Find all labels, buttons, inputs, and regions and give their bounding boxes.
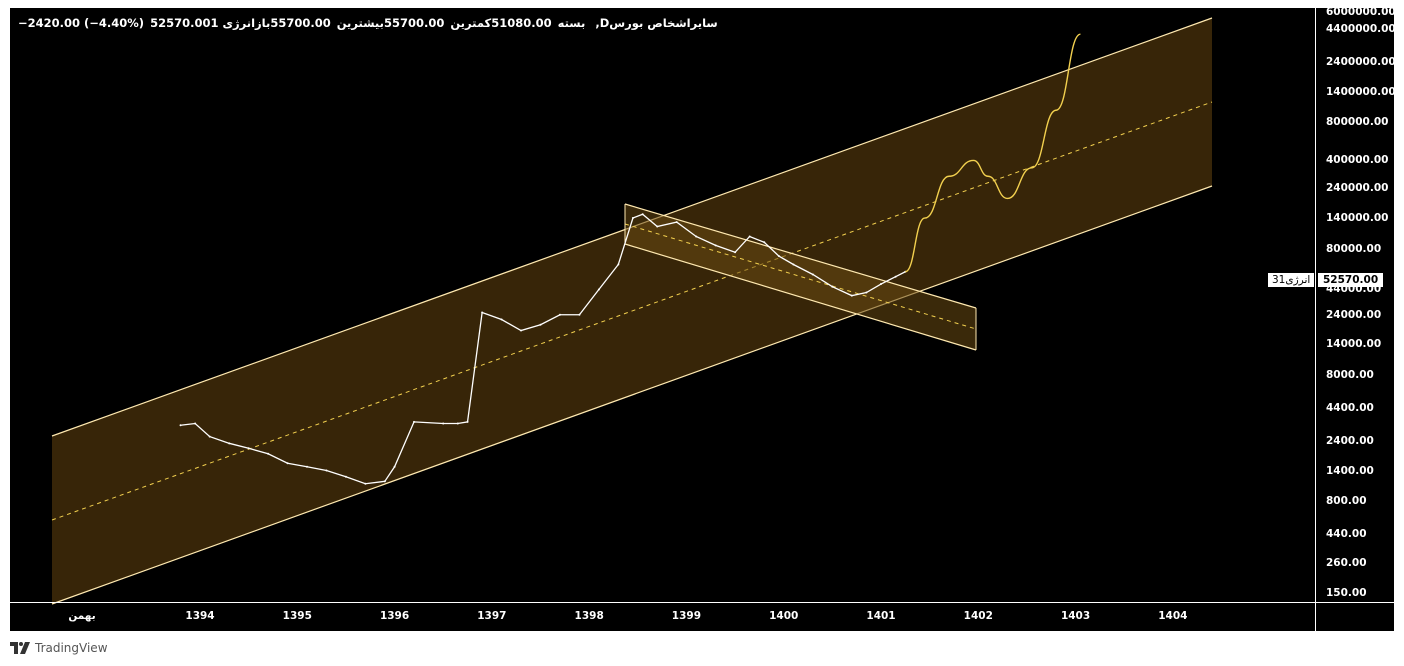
descending-channel-upper — [624, 203, 977, 309]
price-point — [520, 329, 523, 332]
price-point — [286, 462, 289, 465]
y-tick-label: 8000.00 — [1326, 368, 1374, 381]
x-tick-label: بهمن — [68, 610, 96, 622]
x-tick-label: 1394 — [185, 610, 215, 622]
channel-layer — [51, 17, 1213, 605]
price-point — [578, 313, 581, 316]
price-point — [500, 318, 503, 321]
price-point — [850, 294, 853, 297]
price-point — [675, 221, 678, 224]
price-point — [456, 422, 459, 425]
price-point — [656, 225, 659, 228]
x-tick-label: 1400 — [769, 610, 799, 622]
brand-name: TradingView — [35, 641, 108, 655]
price-point — [894, 275, 897, 278]
y-tick-label: 2400000.00 — [1326, 56, 1396, 69]
price-point — [811, 273, 814, 276]
price-point — [763, 241, 766, 244]
price-point — [228, 442, 231, 445]
y-tick-label: 1400000.00 — [1326, 85, 1396, 98]
symbol-header: −2420.00 (−4.40%) 52570.00بسته51080.00کمت… — [18, 16, 724, 30]
header-field-2: 51080.00کمترین — [450, 16, 552, 30]
price-point — [597, 288, 600, 291]
price-point — [695, 235, 698, 238]
y-tick-label: 400000.00 — [1326, 154, 1389, 167]
price-point — [792, 263, 795, 266]
price-point — [267, 452, 270, 455]
x-tick-label: 1401 — [866, 610, 896, 622]
price-point — [865, 291, 868, 294]
price-point — [208, 435, 211, 438]
y-tick-label: 800.00 — [1326, 495, 1367, 508]
price-point — [558, 313, 561, 316]
y-tick-label: 14000.00 — [1326, 338, 1382, 351]
y-tick-label: 140000.00 — [1326, 212, 1389, 225]
price-point — [880, 283, 882, 286]
price-point — [325, 469, 328, 472]
price-point — [306, 465, 309, 468]
y-tick-label: 1400.00 — [1326, 464, 1374, 477]
header-field-1: 52570.00بسته — [150, 16, 586, 30]
price-point — [442, 422, 445, 425]
y-tick-label: 80000.00 — [1326, 242, 1382, 255]
price-point — [413, 420, 416, 423]
chart-plot[interactable] — [10, 8, 1394, 631]
y-tick-label: 4400000.00 — [1326, 23, 1396, 35]
header-change: −2420.00 (−4.40%) — [18, 16, 145, 30]
price-point — [466, 420, 469, 423]
last-price-tag: 52570.00 — [1318, 273, 1384, 287]
descending-channel-lower — [624, 243, 977, 351]
price-axis-divider — [1315, 8, 1316, 631]
price-layer — [179, 213, 907, 485]
descending-channel — [625, 204, 976, 350]
y-tick-label: 6000000.00 — [1326, 6, 1396, 18]
price-point — [481, 311, 484, 314]
price-point — [734, 251, 737, 254]
tradingview-logo-icon — [10, 642, 30, 654]
price-point — [247, 447, 250, 450]
y-tick-label: 240000.00 — [1326, 182, 1389, 195]
y-tick-label: 150.00 — [1326, 587, 1367, 599]
ascending-channel-lower — [51, 185, 1213, 605]
price-point — [393, 465, 396, 468]
x-tick-label: 1395 — [282, 610, 312, 622]
time-axis-divider — [10, 602, 1394, 603]
price-point — [631, 217, 634, 220]
descending-channel-median — [624, 223, 977, 330]
x-tick-label: 1402 — [963, 610, 993, 622]
x-tick-label: 1397 — [477, 610, 507, 622]
price-point — [714, 244, 717, 247]
header-field-3: 55700.00بیشترین — [336, 16, 445, 30]
price-point — [364, 482, 367, 485]
price-point — [344, 475, 347, 478]
symbol-tag: انرژی31 — [1268, 273, 1315, 287]
y-tick-label: 260.00 — [1326, 556, 1367, 569]
price-point — [777, 255, 780, 258]
x-tick-label: 1403 — [1060, 610, 1091, 622]
chart-frame[interactable] — [10, 8, 1394, 631]
y-tick-label: 4400.00 — [1326, 401, 1374, 414]
ascending-channel-median — [51, 101, 1213, 521]
projection-layer — [904, 33, 1081, 273]
price-point — [641, 213, 644, 216]
header-field-4: 55700.00باز — [255, 16, 331, 30]
price-point — [831, 285, 834, 288]
header-field-5: انرژی 1 ,Dسایراشخاص بورس — [210, 16, 718, 30]
y-tick-label: 440.00 — [1326, 527, 1367, 540]
x-tick-label: 1398 — [574, 610, 604, 622]
x-tick-label: 1404 — [1158, 610, 1188, 622]
price-point — [617, 263, 620, 266]
y-tick-label: 800000.00 — [1326, 116, 1389, 129]
projection-curve — [904, 33, 1081, 273]
y-tick-label: 2400.00 — [1326, 434, 1374, 447]
x-tick-label: 1399 — [671, 610, 702, 622]
price-point — [748, 235, 751, 238]
x-tick-label: 1396 — [379, 610, 410, 622]
footer[interactable]: TradingView — [10, 640, 108, 656]
price-point — [383, 480, 386, 483]
y-tick-label: 24000.00 — [1326, 308, 1382, 321]
price-point — [194, 422, 197, 425]
price-point — [539, 323, 542, 326]
price-point — [179, 424, 182, 427]
